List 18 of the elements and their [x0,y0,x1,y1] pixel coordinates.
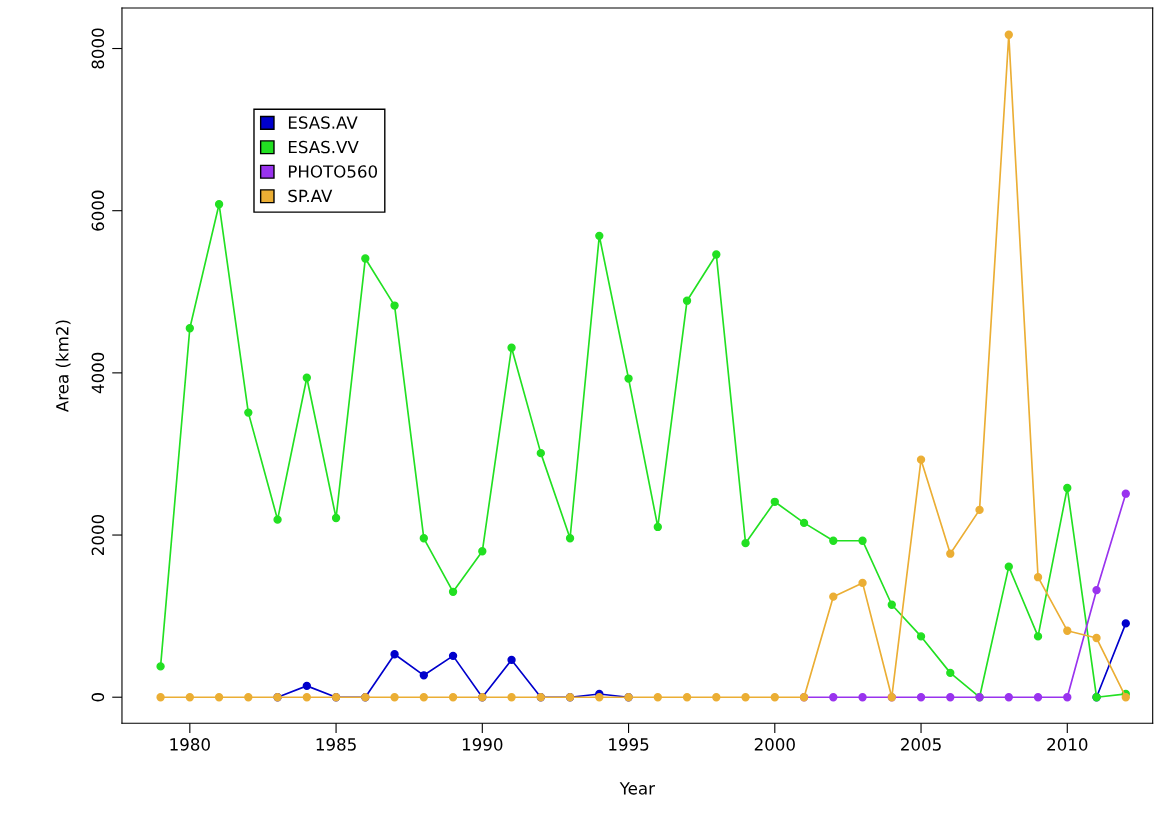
y-tick-label: 6000 [91,190,105,231]
y-tick-label: 0 [91,693,105,702]
legend-label: ESAS.AV [288,116,358,129]
y-tick-label: 2000 [91,514,105,556]
x-axis-title: Year [619,782,655,795]
legend-label: ESAS.VV [288,140,359,154]
x-tick-label: 1990 [462,738,503,751]
x-tick-label: 1995 [609,738,649,751]
x-tick-label: 2005 [901,738,941,751]
x-tick-label: 2010 [1047,738,1088,751]
y-tick-label: 4000 [91,352,105,394]
x-tick-label: 1985 [316,738,356,751]
y-axis-title: Area (km2) [55,320,71,413]
x-tick-label: 1980 [170,738,210,751]
x-tick-label: 2000 [754,738,795,751]
legend-label: SP.AV [288,189,333,203]
y-tick-label: 8000 [91,28,105,69]
legend-label: PHOTO560 [288,165,378,178]
